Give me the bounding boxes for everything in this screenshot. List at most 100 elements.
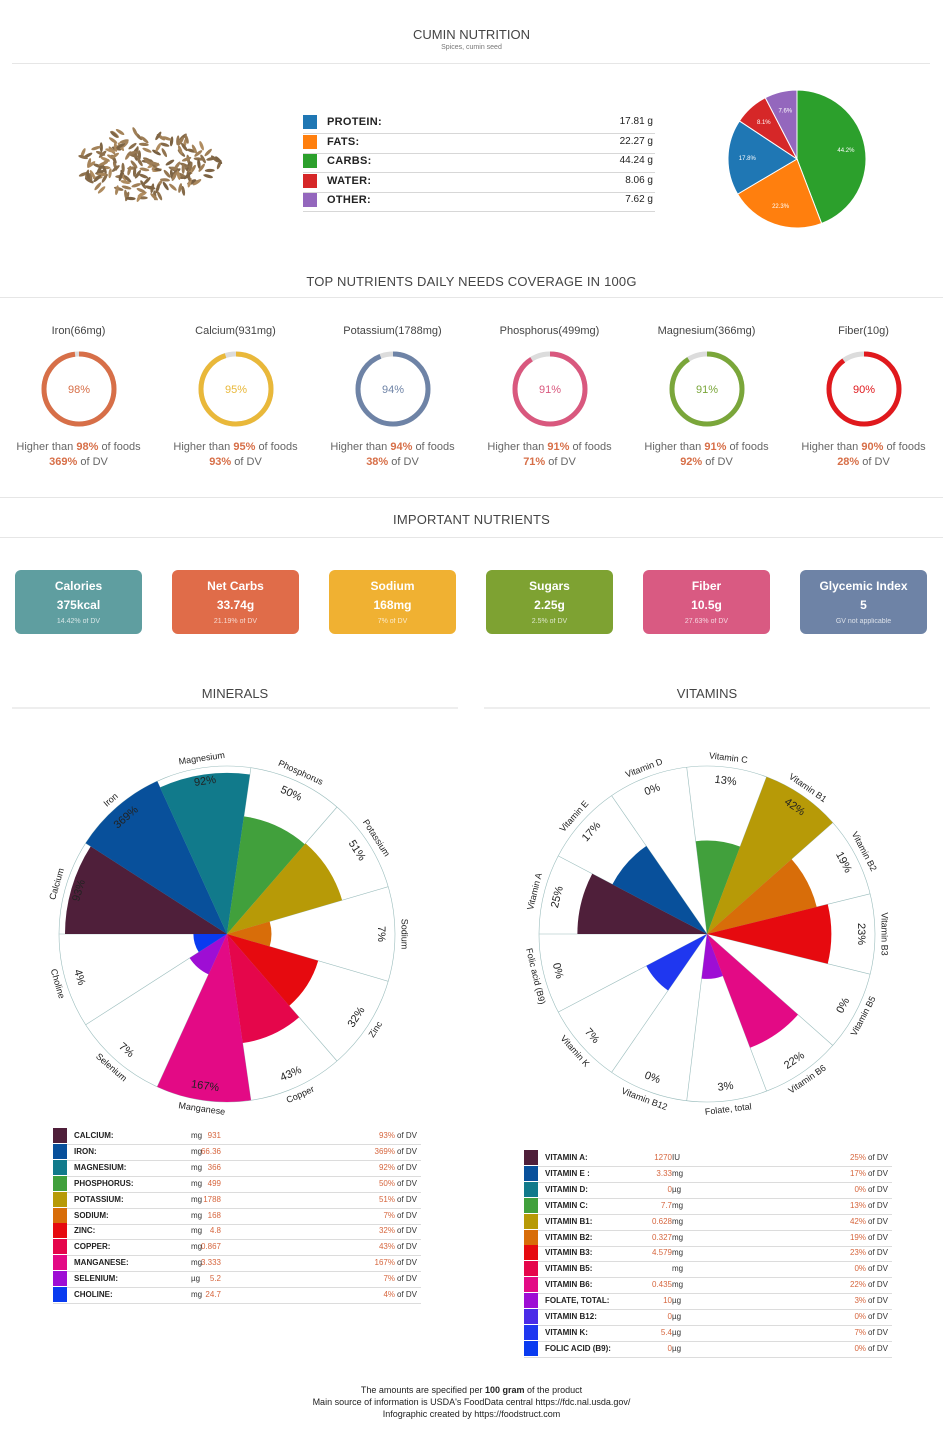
row-percent: 167% (374, 1258, 395, 1268)
row-swatch (53, 1223, 67, 1239)
row-amount: 0 (667, 1312, 672, 1321)
macro-value: 44.24 g (619, 155, 653, 166)
coverage-ring: 90% (826, 351, 901, 427)
table-row: VITAMIN B3: 4.579 mg 23% of DV (524, 1245, 892, 1263)
coverage-item: Iron(66mg) 98% Higher than 98% of foods 369… (0, 325, 157, 468)
seed (178, 183, 183, 193)
table-row: POTASSIUM: 1788 mg 51% of DV (53, 1191, 421, 1209)
seed (159, 142, 170, 147)
ring-percent: 90% (852, 384, 874, 396)
seed (138, 173, 149, 179)
card-note: 14.42% of DV (56, 618, 101, 625)
footer-post: of the product (527, 1385, 583, 1395)
polar-value-label: 3% (717, 1080, 734, 1094)
seed (121, 185, 132, 190)
polar-value-label: 23% (855, 923, 867, 945)
seed (184, 134, 189, 144)
row-percent: 23% (849, 1248, 866, 1258)
seed (132, 167, 137, 177)
coverage-ring: 98% (41, 351, 116, 427)
card-name: Fiber (691, 579, 722, 593)
seed (204, 148, 212, 157)
row-swatch (53, 1239, 67, 1255)
seed (169, 136, 174, 147)
dv-percent: 369% (49, 456, 78, 468)
row-swatch (524, 1324, 538, 1340)
row-amount: 3.33 (656, 1168, 672, 1178)
page-title: CUMIN NUTRITION (413, 27, 530, 42)
footer-line-1: The amounts are specified per 100 gram o… (0, 1385, 943, 1395)
seed (115, 128, 125, 136)
macro-row: CARBS: 44.24 g (303, 153, 655, 173)
row-percent: 19% (849, 1232, 866, 1242)
row-amount: 5.4 (660, 1327, 672, 1337)
row-amount: 7.7 (660, 1200, 672, 1210)
higher-prefix: Higher than (173, 441, 231, 453)
coverage-dv: 92% of DV (628, 456, 785, 468)
table-row: FOLIC ACID (B9): 0 µg 0% of DV (524, 1340, 892, 1358)
seed (111, 165, 120, 172)
row-amount: 499 (207, 1178, 221, 1188)
row-dv: of DV (868, 1248, 889, 1258)
divider (0, 297, 943, 298)
card-note: 2.5% of DV (531, 618, 568, 625)
row-amount: 10 (663, 1296, 672, 1306)
row-dv: of DV (868, 1184, 889, 1194)
row-swatch (53, 1159, 67, 1175)
polar-wedge-calcium (64, 846, 228, 934)
table-row: VITAMIN A: 1270 IU 25% of DV (524, 1150, 892, 1167)
seed (97, 186, 106, 194)
macro-label: WATER: (327, 174, 372, 187)
row-name: VITAMIN B2: (545, 1232, 593, 1242)
coverage-higher: Higher than 98% of foods (0, 441, 157, 453)
seed (186, 148, 197, 153)
row-swatch (524, 1245, 538, 1261)
row-unit: mg (672, 1232, 684, 1242)
card-note: GV not applicable (835, 618, 892, 625)
coverage-dv: 28% of DV (785, 456, 942, 468)
higher-suffix: of foods (101, 441, 141, 453)
row-name: FOLIC ACID (B9): (545, 1343, 611, 1353)
table-row: ZINC: 4.8 mg 32% of DV (53, 1223, 421, 1241)
polar-spoke (706, 933, 871, 975)
seed (187, 177, 192, 188)
polar-wedge-vitamin-k (646, 934, 707, 991)
seed (131, 183, 142, 188)
seed (144, 158, 153, 166)
seed (177, 137, 184, 146)
row-swatch (53, 1128, 67, 1143)
row-percent: 92% (378, 1162, 395, 1172)
polar-wedge-vitamin-b6 (707, 934, 799, 1048)
seed (119, 139, 129, 144)
seed (120, 180, 131, 185)
footer-pre: The amounts are specified per (360, 1385, 483, 1395)
row-unit: µg (191, 1274, 201, 1284)
row-unit: µg (672, 1312, 682, 1321)
divider (0, 497, 943, 498)
higher-prefix: Higher than (16, 441, 74, 453)
coverage-ring: 91% (669, 351, 744, 427)
higher-suffix: of foods (886, 441, 926, 453)
coverage-item: Potassium(1788mg) 94% Higher than 94% of f… (314, 325, 471, 468)
row-unit: mg (191, 1210, 203, 1220)
nutrient-card: Sodium 168mg 7% of DV (329, 570, 456, 634)
table-row: VITAMIN B12: 0 µg 0% of DV (524, 1309, 892, 1326)
polar-wedge-phosphorus (227, 816, 305, 934)
pie-label: 22.3% (772, 204, 790, 210)
vitamins-polar-chart: Vitamin A 25%Vitamin E17%Vitamin D0%Vitam… (524, 750, 890, 1116)
dv-suffix: of DV (862, 456, 890, 468)
table-row: FOLATE, TOTAL: 10 µg 3% of DV (524, 1293, 892, 1311)
macro-label: PROTEIN: (327, 116, 382, 128)
row-percent: 42% (849, 1216, 866, 1226)
row-swatch (524, 1293, 538, 1309)
coverage-higher: Higher than 94% of foods (314, 441, 471, 453)
coverage-item: Phosphorus(499mg) 91% Higher than 91% of f… (471, 325, 628, 468)
seed (210, 155, 219, 163)
polar-value-label: 0% (643, 1069, 662, 1086)
pie-slice-protein (727, 120, 798, 195)
row-swatch (524, 1213, 538, 1229)
coverage-ring: 91% (512, 351, 587, 427)
nutrient-card: Sugars 2.25g 2.5% of DV (486, 570, 613, 634)
row-percent: 93% (378, 1131, 395, 1140)
coverage-name: Iron(66mg) (51, 325, 106, 337)
